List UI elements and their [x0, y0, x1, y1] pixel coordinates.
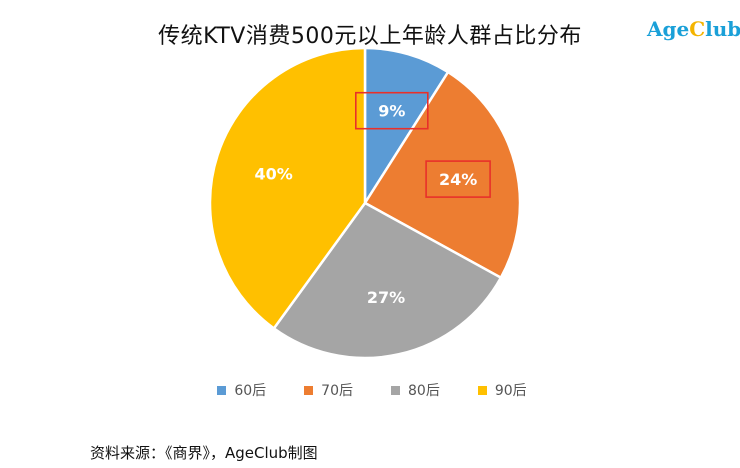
pie-slice-80后: [272, 201, 503, 360]
pie-slice-90后: [208, 46, 367, 331]
pie-slice-60后: [363, 46, 450, 208]
pie-data-label: 40%: [254, 164, 292, 183]
legend-swatch: [477, 385, 487, 395]
legend-label: 70后: [321, 383, 353, 399]
legend-item: 70后: [300, 380, 353, 400]
logo-lub-text: lub: [705, 17, 740, 41]
logo-age-text: Age: [647, 17, 690, 41]
legend-swatch: [217, 385, 227, 395]
legend-swatch: [391, 385, 400, 395]
highlight-box: [354, 91, 429, 130]
pie-data-label: 9%: [378, 102, 405, 121]
legend-label: 80后: [408, 383, 440, 399]
pie-labels: 9% 24% 27% 40%: [254, 102, 477, 307]
highlight-box: [425, 160, 491, 198]
logo-c-text: C: [689, 17, 706, 41]
source-note: 资料来源：《商界》，AgeClub制图: [90, 444, 318, 462]
legend-item: 60后: [213, 380, 266, 400]
ageclub-logo: AgeClub: [647, 17, 740, 41]
legend-label: 60后: [234, 383, 267, 399]
legend-label: 90后: [494, 383, 527, 399]
legend-item: 90后: [474, 380, 527, 400]
legend-item: 80后: [387, 380, 440, 400]
pie-slices: [208, 46, 522, 360]
chart-legend: 60后 70后 80后 90后: [0, 380, 740, 400]
chart-title: 传统KTV消费500元以上年龄人群占比分布: [158, 24, 582, 49]
pie-data-label: 27%: [367, 288, 405, 307]
pie-slice-70后: [363, 70, 522, 280]
pie-highlights: [354, 91, 491, 198]
pie-data-label: 24%: [439, 170, 477, 189]
legend-swatch: [304, 385, 314, 395]
